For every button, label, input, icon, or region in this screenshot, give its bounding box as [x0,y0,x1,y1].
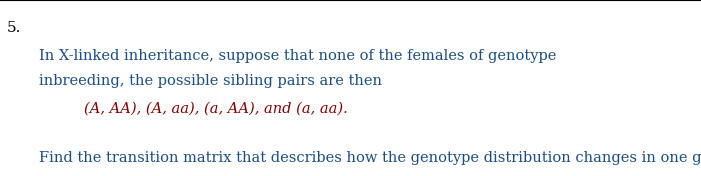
Text: In X-linked inheritance, suppose that none of the females of genotype: In X-linked inheritance, suppose that no… [39,49,561,63]
Text: (A, AA), (A, aa), (a, AA), and (a, aa).: (A, AA), (A, aa), (a, AA), and (a, aa). [84,102,348,116]
Text: 5.: 5. [7,21,22,35]
Text: inbreeding, the possible sibling pairs are then: inbreeding, the possible sibling pairs a… [39,74,381,88]
Text: Find the transition matrix that describes how the genotype distribution changes : Find the transition matrix that describe… [39,151,701,165]
